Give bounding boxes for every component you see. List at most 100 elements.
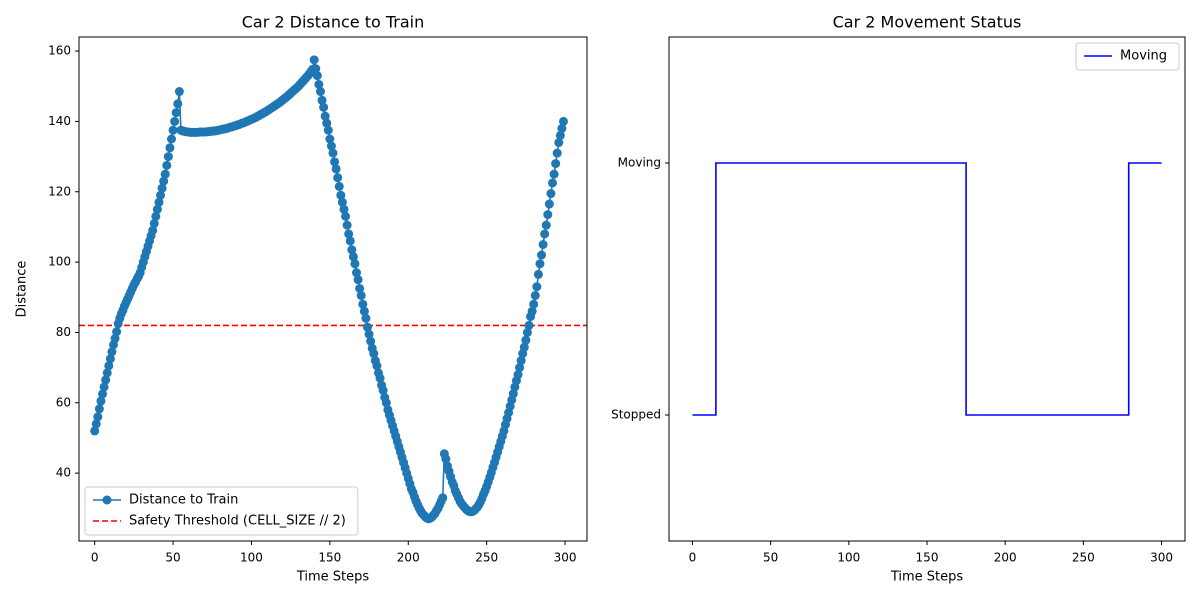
data-point bbox=[320, 111, 330, 121]
data-point bbox=[341, 211, 351, 221]
data-point bbox=[527, 306, 537, 316]
y-tick-label: 80 bbox=[56, 325, 71, 339]
data-point bbox=[524, 320, 534, 330]
data-point bbox=[102, 368, 112, 378]
legend-label: Distance to Train bbox=[129, 493, 238, 508]
data-point bbox=[441, 454, 451, 464]
x-tick-label: 200 bbox=[994, 551, 1017, 565]
data-point bbox=[99, 382, 109, 392]
data-point bbox=[151, 211, 161, 221]
data-point bbox=[91, 419, 101, 429]
x-tick-label: 250 bbox=[475, 551, 498, 565]
data-point bbox=[358, 299, 368, 309]
legend: Moving bbox=[1075, 42, 1180, 71]
data-point bbox=[540, 229, 550, 239]
data-point bbox=[345, 236, 355, 246]
data-point bbox=[309, 55, 319, 65]
data-point bbox=[323, 125, 333, 135]
x-tick-label: 200 bbox=[397, 551, 420, 565]
data-point bbox=[326, 141, 336, 151]
data-point bbox=[551, 159, 561, 169]
y-tick-label: 120 bbox=[48, 184, 71, 198]
legend: Distance to Train Safety Threshold (CELL_… bbox=[84, 486, 359, 536]
data-point bbox=[171, 108, 181, 118]
data-point bbox=[330, 157, 340, 167]
axes-frame bbox=[668, 36, 1186, 542]
y-tick-label: 140 bbox=[48, 114, 71, 128]
data-point bbox=[555, 130, 565, 140]
data-point bbox=[533, 269, 543, 279]
data-point bbox=[515, 363, 525, 373]
x-tick-label: 50 bbox=[165, 551, 180, 565]
data-point bbox=[342, 220, 352, 230]
data-point bbox=[156, 190, 166, 200]
data-point bbox=[163, 152, 173, 162]
data-point bbox=[375, 373, 385, 383]
x-tick-label: 150 bbox=[916, 551, 939, 565]
legend-box bbox=[84, 486, 359, 536]
data-point bbox=[149, 218, 159, 228]
x-tick-label: 50 bbox=[763, 551, 778, 565]
data-point bbox=[170, 116, 180, 126]
data-point bbox=[353, 275, 363, 285]
data-point bbox=[173, 99, 183, 109]
data-point bbox=[174, 87, 184, 97]
data-point bbox=[337, 197, 347, 207]
data-point bbox=[543, 210, 553, 220]
data-point bbox=[362, 322, 372, 332]
axes-frame bbox=[78, 36, 588, 542]
data-point bbox=[552, 148, 562, 158]
y-tick-label: 40 bbox=[56, 466, 71, 480]
data-point bbox=[356, 291, 366, 301]
x-axis-label: Time Steps bbox=[296, 570, 370, 585]
data-point bbox=[535, 259, 545, 269]
data-point bbox=[331, 164, 341, 174]
data-point bbox=[322, 118, 332, 128]
data-point bbox=[347, 245, 357, 255]
legend-label: Moving bbox=[1120, 49, 1167, 64]
data-point bbox=[348, 252, 358, 262]
plot-area bbox=[669, 37, 1185, 541]
data-point bbox=[549, 169, 559, 179]
x-tick-label: 300 bbox=[554, 551, 577, 565]
data-point bbox=[529, 299, 539, 309]
y-tick-label: 60 bbox=[56, 395, 71, 409]
data-point bbox=[319, 102, 329, 112]
data-point bbox=[96, 396, 106, 406]
data-point bbox=[160, 169, 170, 179]
data-point bbox=[168, 125, 178, 135]
data-point bbox=[312, 71, 322, 81]
data-point bbox=[328, 148, 338, 158]
data-point bbox=[372, 361, 382, 371]
x-tick-label: 250 bbox=[1072, 551, 1095, 565]
x-tick-label: 150 bbox=[318, 551, 341, 565]
subplot: Car 2 Movement Status Time Steps 0 50 100 150… bbox=[611, 13, 1186, 585]
legend-marker bbox=[102, 495, 112, 505]
data-point bbox=[364, 329, 374, 339]
data-point bbox=[378, 385, 388, 395]
data-point bbox=[325, 134, 335, 144]
data-point bbox=[361, 313, 371, 323]
y-tick-label: Stopped bbox=[611, 408, 661, 422]
x-tick-label: 0 bbox=[689, 551, 697, 565]
data-point bbox=[167, 134, 177, 144]
x-tick-label: 0 bbox=[91, 551, 99, 565]
y-tick-label: Moving bbox=[618, 156, 661, 170]
chart-title: Car 2 Distance to Train bbox=[242, 13, 425, 32]
data-point bbox=[352, 268, 362, 278]
x-tick-label: 100 bbox=[837, 551, 860, 565]
data-point bbox=[315, 87, 325, 97]
subplot: Car 2 Distance to Train Time Steps Distanc… bbox=[15, 13, 588, 585]
plot-area bbox=[79, 37, 587, 541]
data-point bbox=[355, 283, 365, 293]
data-point bbox=[521, 335, 531, 345]
x-tick-label: 300 bbox=[1150, 551, 1173, 565]
data-point bbox=[537, 250, 547, 260]
data-point bbox=[154, 197, 164, 207]
data-point bbox=[101, 375, 111, 385]
data-point bbox=[94, 404, 104, 414]
data-point bbox=[381, 398, 391, 408]
data-point bbox=[541, 220, 551, 230]
y-tick-label: 100 bbox=[48, 255, 71, 269]
